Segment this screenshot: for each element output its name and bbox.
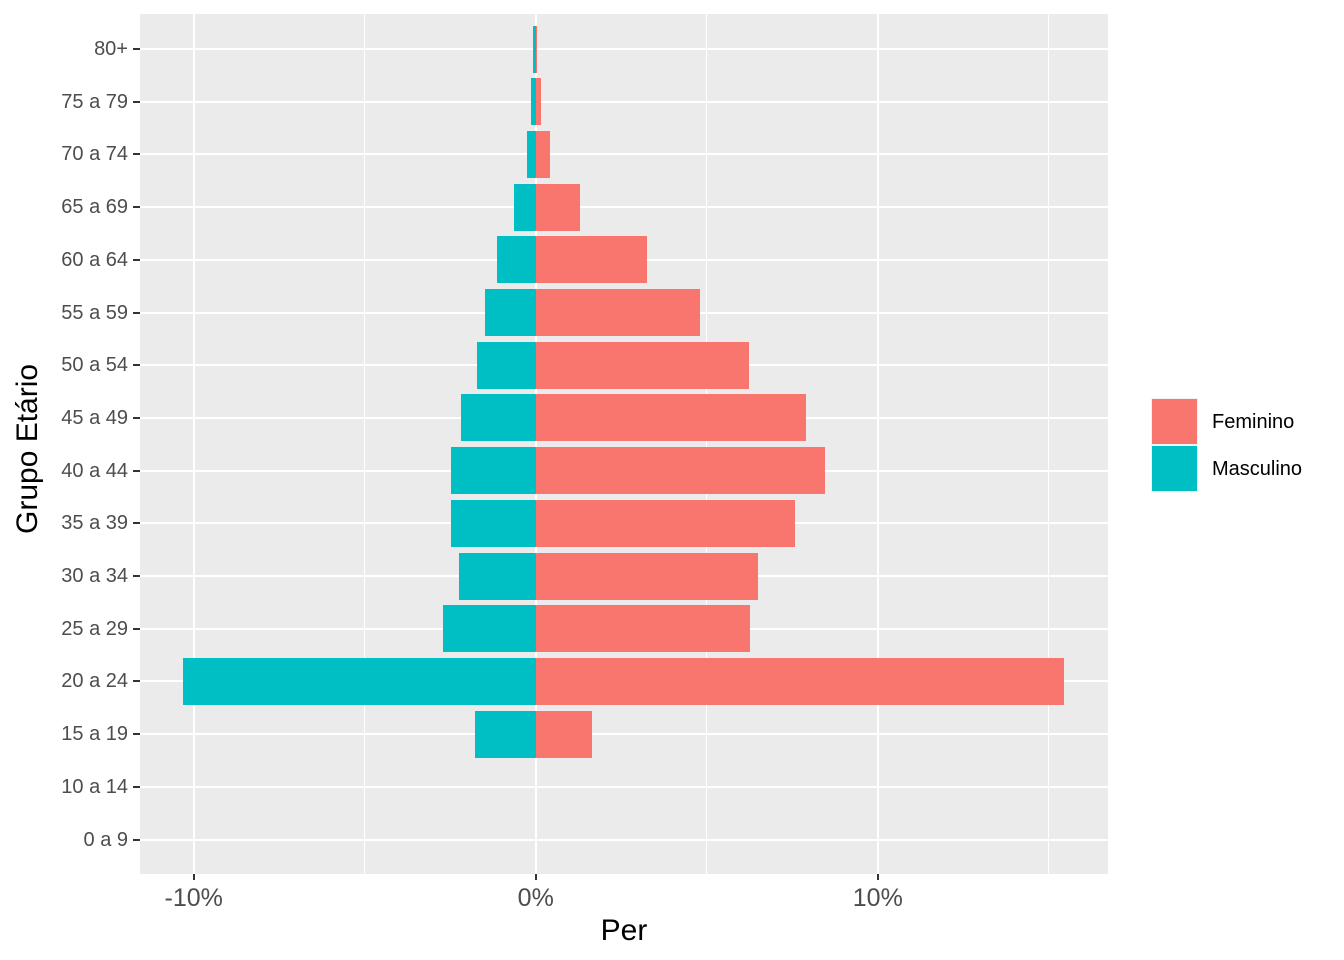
bar-masculino xyxy=(451,499,536,547)
legend-key-masculino xyxy=(1152,446,1197,491)
bar-feminino xyxy=(535,78,541,126)
bar-masculino xyxy=(484,289,536,336)
y-tick-mark xyxy=(133,153,140,156)
y-tick-mark xyxy=(133,680,140,683)
bar-feminino xyxy=(535,183,580,231)
bar-feminino xyxy=(535,499,796,547)
x-tick-label: -10% xyxy=(164,884,223,912)
y-tick-mark xyxy=(133,785,140,788)
y-tick-label: 80+ xyxy=(94,38,128,60)
y-tick-label: 60 a 64 xyxy=(61,248,128,271)
y-tick-label: 0 a 9 xyxy=(83,828,128,851)
bar-feminino xyxy=(535,657,1064,705)
gridline-x-major xyxy=(534,14,537,874)
y-tick-mark xyxy=(133,627,140,630)
gridline-y-major xyxy=(140,838,1108,841)
legend-key-feminino xyxy=(1152,399,1197,444)
y-tick-label: 50 a 54 xyxy=(61,354,128,377)
bar-masculino xyxy=(183,657,536,705)
y-tick-label: 75 a 79 xyxy=(61,90,128,113)
bar-masculino xyxy=(460,394,536,442)
gridline-x-major xyxy=(192,14,195,874)
plot-panel xyxy=(140,14,1108,874)
bar-feminino xyxy=(535,605,750,653)
bar-feminino xyxy=(535,236,647,284)
x-axis-title: Per xyxy=(600,914,648,947)
y-tick-label: 55 a 59 xyxy=(61,301,128,324)
x-tick-mark xyxy=(192,874,195,880)
y-tick-mark xyxy=(133,838,140,841)
x-tick-mark xyxy=(876,874,879,880)
bar-feminino xyxy=(535,130,551,178)
bar-masculino xyxy=(496,236,536,284)
gridline-x-minor xyxy=(706,14,708,874)
gridline-x-minor xyxy=(364,14,366,874)
y-tick-label: 65 a 69 xyxy=(61,196,128,219)
y-tick-mark xyxy=(133,469,140,472)
y-tick-label: 70 a 74 xyxy=(61,143,128,166)
x-tick-label: 0% xyxy=(517,884,554,912)
y-tick-mark xyxy=(133,733,140,736)
gridline-x-minor xyxy=(1048,14,1050,874)
bar-masculino xyxy=(450,447,536,495)
y-tick-mark xyxy=(133,575,140,577)
y-tick-mark xyxy=(133,48,140,50)
y-tick-mark xyxy=(133,258,140,261)
x-tick-mark xyxy=(534,874,537,880)
y-tick-label: 40 a 44 xyxy=(61,459,128,482)
bar-feminino xyxy=(535,341,750,389)
bar-masculino xyxy=(526,130,536,178)
bar-masculino xyxy=(474,710,536,758)
gridline-y-major xyxy=(140,100,1108,103)
y-tick-label: 30 a 34 xyxy=(61,565,128,587)
y-tick-mark xyxy=(133,416,140,419)
bar-feminino xyxy=(535,552,759,600)
y-tick-label: 45 a 49 xyxy=(61,406,128,429)
legend-label: Feminino xyxy=(1212,410,1295,433)
y-tick-mark xyxy=(133,311,140,314)
y-tick-label: 10 a 14 xyxy=(61,775,128,798)
gridline-y-major xyxy=(140,733,1108,736)
y-tick-label: 20 a 24 xyxy=(61,670,128,693)
bar-masculino xyxy=(476,341,536,389)
y-tick-mark xyxy=(133,206,140,209)
gridline-y-major xyxy=(140,153,1108,156)
bar-masculino xyxy=(459,552,536,600)
bar-feminino xyxy=(535,710,592,758)
x-tick-label: 10% xyxy=(852,884,903,912)
bar-masculino xyxy=(533,25,536,73)
gridline-y-major xyxy=(140,206,1108,209)
bar-masculino xyxy=(513,183,536,231)
bar-masculino xyxy=(531,78,536,126)
gridline-y-major xyxy=(140,48,1108,50)
y-tick-mark xyxy=(133,522,140,525)
bar-feminino xyxy=(535,289,701,336)
y-tick-mark xyxy=(133,100,140,103)
gridline-x-major xyxy=(876,14,879,874)
y-tick-mark xyxy=(133,364,140,367)
bar-feminino xyxy=(535,394,807,442)
y-tick-label: 35 a 39 xyxy=(61,512,128,535)
bar-feminino xyxy=(535,447,826,495)
y-tick-label: 15 a 19 xyxy=(61,723,128,746)
y-axis-title: Grupo Etário xyxy=(11,363,44,534)
bar-masculino xyxy=(443,605,536,653)
gridline-y-major xyxy=(140,785,1108,788)
legend-label: Masculino xyxy=(1212,457,1303,480)
bar-feminino xyxy=(535,25,538,73)
y-tick-label: 25 a 29 xyxy=(61,617,128,640)
